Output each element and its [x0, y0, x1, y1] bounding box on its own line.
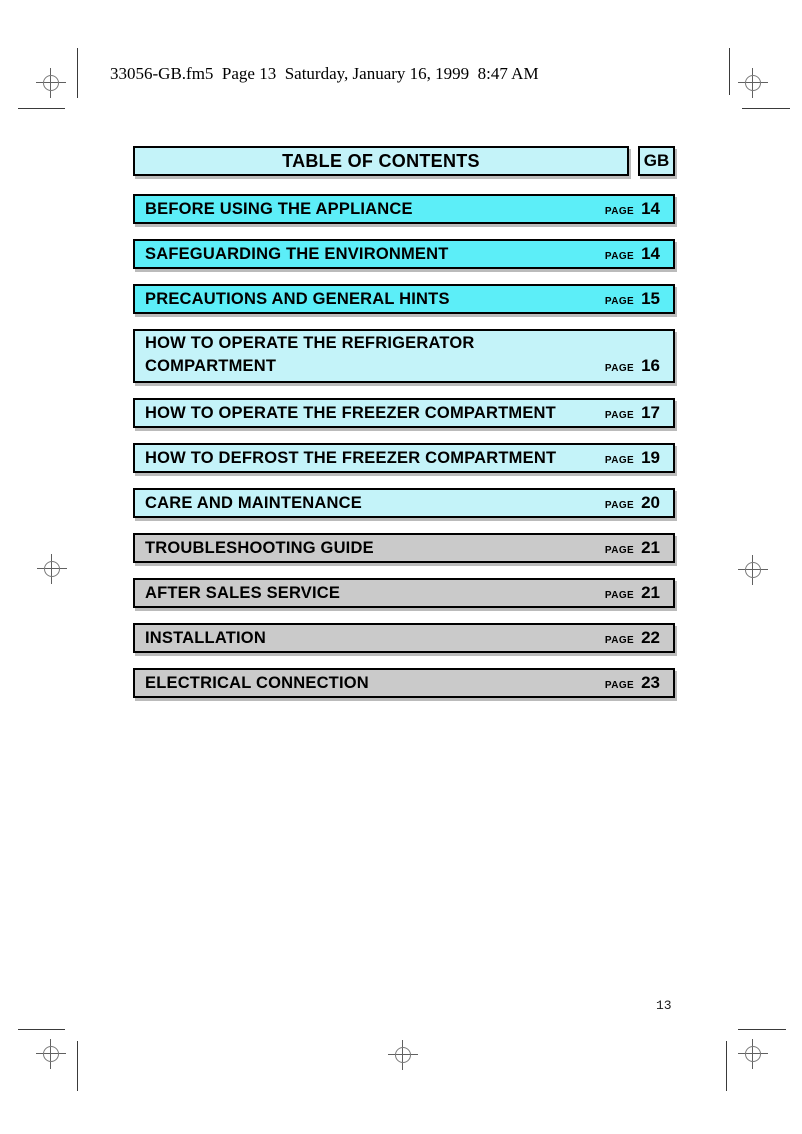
crop-mark-line	[729, 48, 730, 95]
toc-entry-label: TROUBLESHOOTING GUIDE	[145, 538, 374, 557]
registration-mark-circle	[43, 1046, 59, 1062]
toc-entry-label: SAFEGUARDING THE ENVIRONMENT	[145, 244, 449, 263]
registration-mark-icon	[36, 1039, 66, 1069]
toc-entry-label: INSTALLATION	[145, 628, 266, 647]
registration-mark-icon	[738, 1039, 768, 1069]
page-word: PAGE	[604, 590, 635, 601]
toc-entry-page-ref: PAGE 21	[605, 538, 660, 558]
toc-entry-label: HOW TO OPERATE THE FREEZER COMPARTMENT	[145, 403, 556, 422]
toc-entry-label-line1: HOW TO OPERATE THE REFRIGERATOR	[145, 334, 475, 352]
toc-entry: PRECAUTIONS AND GENERAL HINTS PAGE 15	[133, 284, 675, 314]
page-number: 14	[641, 244, 660, 263]
registration-mark-circle	[745, 562, 761, 578]
toc-entry-page-ref: PAGE 17	[605, 403, 660, 423]
toc-entry-page-ref: PAGE 23	[605, 673, 660, 693]
registration-mark-icon	[37, 554, 67, 584]
registration-mark-circle	[44, 561, 60, 577]
crop-mark-line	[726, 1041, 727, 1091]
page-word: PAGE	[604, 500, 635, 511]
toc-entry: TROUBLESHOOTING GUIDE PAGE 21	[133, 533, 675, 563]
toc-entry-page-ref: PAGE 15	[605, 289, 660, 309]
page-folio-number: 13	[656, 998, 672, 1013]
page-number: 21	[641, 583, 660, 602]
toc-entry: HOW TO OPERATE THE FREEZER COMPARTMENT P…	[133, 398, 675, 428]
toc-entry-page-ref: PAGE 14	[605, 199, 660, 219]
registration-mark-icon	[388, 1040, 418, 1070]
toc-entry-label: PRECAUTIONS AND GENERAL HINTS	[145, 289, 450, 308]
registration-mark-icon	[36, 68, 66, 98]
page-number: 14	[641, 199, 660, 218]
page-number: 15	[641, 289, 660, 308]
page-word: PAGE	[604, 363, 635, 374]
page-word: PAGE	[604, 410, 635, 421]
language-badge: GB	[638, 146, 675, 176]
crop-mark-line	[18, 1029, 65, 1030]
toc-entry-label: AFTER SALES SERVICE	[145, 583, 341, 602]
page-word: PAGE	[604, 635, 635, 646]
toc-entry-label: BEFORE USING THE APPLIANCE	[145, 199, 413, 218]
registration-mark-circle	[745, 1046, 761, 1062]
page-word: PAGE	[604, 251, 635, 262]
page-word: PAGE	[604, 545, 635, 556]
toc-entry: INSTALLATION PAGE 22	[133, 623, 675, 653]
registration-mark-icon	[738, 555, 768, 585]
toc-entry: CARE AND MAINTENANCE PAGE 20	[133, 488, 675, 518]
registration-mark-icon	[738, 68, 768, 98]
page-number: 22	[641, 628, 660, 647]
toc-entry-page-ref: PAGE 21	[605, 583, 660, 603]
page-word: PAGE	[604, 455, 635, 466]
toc-entry: AFTER SALES SERVICE PAGE 21	[133, 578, 675, 608]
toc-title: TABLE OF CONTENTS	[282, 150, 480, 171]
table-of-contents: TABLE OF CONTENTS GB BEFORE USING THE AP…	[133, 146, 675, 713]
registration-mark-circle	[395, 1047, 411, 1063]
toc-header-row: TABLE OF CONTENTS GB	[133, 146, 675, 176]
toc-entry-label: ELECTRICAL CONNECTION	[145, 673, 369, 692]
toc-entry-label: CARE AND MAINTENANCE	[145, 493, 362, 512]
page-word: PAGE	[604, 206, 635, 217]
page-number: 23	[641, 673, 660, 692]
page-word: PAGE	[604, 680, 635, 691]
toc-entry: SAFEGUARDING THE ENVIRONMENT PAGE 14	[133, 239, 675, 269]
crop-mark-line	[77, 48, 78, 98]
toc-entry-page-ref: PAGE 22	[605, 628, 660, 648]
toc-title-bar: TABLE OF CONTENTS	[133, 146, 629, 176]
toc-entry: ELECTRICAL CONNECTION PAGE 23	[133, 668, 675, 698]
page-number: 21	[641, 538, 660, 557]
toc-entry: HOW TO OPERATE THE REFRIGERATOR COMPARTME…	[133, 329, 675, 383]
toc-entry-page-ref: PAGE 14	[605, 244, 660, 264]
page-number: 20	[641, 493, 660, 512]
page-number: 19	[641, 448, 660, 467]
registration-mark-circle	[43, 75, 59, 91]
crop-mark-line	[738, 1029, 786, 1030]
registration-mark-circle	[745, 75, 761, 91]
toc-entry: BEFORE USING THE APPLIANCE PAGE 14	[133, 194, 675, 224]
page-word: PAGE	[604, 296, 635, 307]
crop-mark-line	[18, 108, 65, 109]
toc-entry-page-ref: PAGE 20	[605, 493, 660, 513]
toc-entry-page-ref: PAGE 19	[605, 448, 660, 468]
toc-entry-page-ref: PAGE 16	[605, 356, 660, 381]
toc-entry: HOW TO DEFROST THE FREEZER COMPARTMENT P…	[133, 443, 675, 473]
page-number: 17	[641, 403, 660, 422]
toc-entry-label-line2: COMPARTMENT	[145, 357, 277, 375]
crop-mark-line	[742, 108, 790, 109]
toc-entry-label: HOW TO DEFROST THE FREEZER COMPARTMENT	[145, 448, 557, 467]
toc-entry-label: HOW TO OPERATE THE REFRIGERATOR COMPARTME…	[145, 332, 475, 381]
crop-mark-line	[77, 1041, 78, 1091]
document-header-line: 33056-GB.fm5 Page 13 Saturday, January 1…	[110, 64, 539, 83]
page-number: 16	[641, 356, 660, 375]
